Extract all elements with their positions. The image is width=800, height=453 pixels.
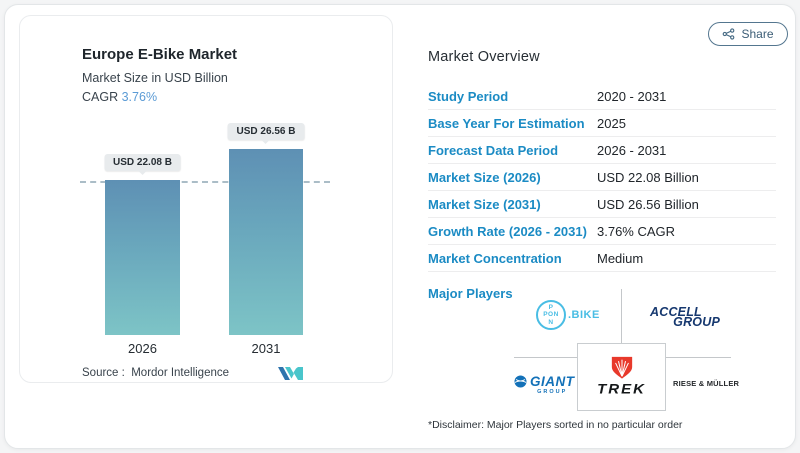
chart-title: Europe E-Bike Market xyxy=(82,46,238,63)
overview-row-label: Market Size (2026) xyxy=(428,169,541,185)
overview-row: Market Size (2031) USD 26.56 Billion xyxy=(428,191,776,218)
pon-circle-icon: P PON N xyxy=(536,300,566,330)
chart-cagr-line: CAGR 3.76% xyxy=(82,90,157,104)
giant-globe-icon xyxy=(514,375,527,388)
x-tick-2031: 2031 xyxy=(251,341,281,356)
share-icon xyxy=(723,28,735,40)
accell-line2: GROUP xyxy=(673,315,720,329)
trek-logo-box: TREK xyxy=(577,343,666,411)
overview-row: Base Year For Estimation 2025 xyxy=(428,110,776,137)
accell-group-logo: ACCELL GROUP xyxy=(650,305,720,329)
overview-row-label: Base Year For Estimation xyxy=(428,115,585,131)
bar-2031 xyxy=(229,149,303,335)
x-tick-2026: 2026 xyxy=(128,341,157,356)
overview-row-value: USD 26.56 Billion xyxy=(597,196,699,212)
source-line: Source : Mordor Intelligence xyxy=(82,367,229,379)
overview-row-label: Market Size (2031) xyxy=(428,196,541,212)
overview-row-label: Study Period xyxy=(428,88,509,104)
pon-letters-mid: PON xyxy=(543,311,559,319)
overview-row-label: Market Concentration xyxy=(428,250,562,266)
source-label: Source : xyxy=(82,367,125,379)
pon-bike-wordmark: .BIKE xyxy=(568,309,600,321)
bar-2026 xyxy=(105,180,180,335)
giant-sub-wordmark: GROUP xyxy=(537,389,568,395)
share-button[interactable]: Share xyxy=(708,22,788,46)
accell-line1: ACCELL xyxy=(650,305,702,319)
players-connector-vertical xyxy=(621,289,622,343)
riese-muller-logo: RIESE & MÜLLER xyxy=(673,379,740,388)
major-players-label: Major Players xyxy=(428,286,513,301)
overview-row: Study Period 2020 - 2031 xyxy=(428,83,776,110)
source-value: Mordor Intelligence xyxy=(131,367,230,379)
cagr-label: CAGR xyxy=(82,90,119,104)
overview-row-value: 2025 xyxy=(597,115,626,131)
bar-value-callout-2026: USD 22.08 B xyxy=(104,154,181,171)
overview-row-value: 2020 - 2031 xyxy=(597,88,667,104)
giant-group-logo: GIANT GROUP xyxy=(514,374,575,395)
panel-heading: Market Overview xyxy=(428,49,540,65)
overview-row: Forecast Data Period 2026 - 2031 xyxy=(428,137,776,164)
bar-value-callout-2031: USD 26.56 B xyxy=(227,123,305,140)
players-connector-left xyxy=(514,357,577,358)
reference-dashed-line xyxy=(80,181,330,183)
overview-row-label: Growth Rate (2026 - 2031) xyxy=(428,223,587,239)
trek-wordmark: TREK xyxy=(597,381,646,398)
overview-row-label: Forecast Data Period xyxy=(428,142,559,158)
overview-row: Growth Rate (2026 - 2031) 3.76% CAGR xyxy=(428,218,776,245)
overview-row-value: 2026 - 2031 xyxy=(597,142,667,158)
players-connector-right xyxy=(666,357,731,358)
giant-wordmark: GIANT xyxy=(530,374,575,389)
share-label: Share xyxy=(741,27,774,41)
players-disclaimer: *Disclaimer: Major Players sorted in no … xyxy=(428,419,683,431)
pon-letter-bottom: N xyxy=(548,318,554,326)
bar-group-2026: USD 22.08 B 2026 xyxy=(104,154,181,356)
overview-row: Market Concentration Medium xyxy=(428,245,776,272)
pon-letter-top: P xyxy=(548,304,554,312)
market-overview-table: Study Period 2020 - 2031 Base Year For Est… xyxy=(428,83,776,272)
overview-row-value: Medium xyxy=(597,250,644,266)
bar-group-2031: USD 26.56 B 2031 xyxy=(227,123,305,356)
cagr-value: 3.76% xyxy=(121,90,158,104)
overview-row-value: 3.76% CAGR xyxy=(597,223,676,239)
chart-subtitle: Market Size in USD Billion xyxy=(82,71,228,85)
report-card: Europe E-Bike Market Market Size in USD … xyxy=(4,4,796,449)
market-size-chart-card: Europe E-Bike Market Market Size in USD … xyxy=(19,15,393,383)
trek-shield-icon xyxy=(611,356,632,379)
pon-bike-logo: P PON N .BIKE xyxy=(536,300,600,330)
overview-row: Market Size (2026) USD 22.08 Billion xyxy=(428,164,776,191)
overview-row-value: USD 22.08 Billion xyxy=(597,169,699,185)
mordor-intelligence-logo-icon xyxy=(278,367,303,380)
